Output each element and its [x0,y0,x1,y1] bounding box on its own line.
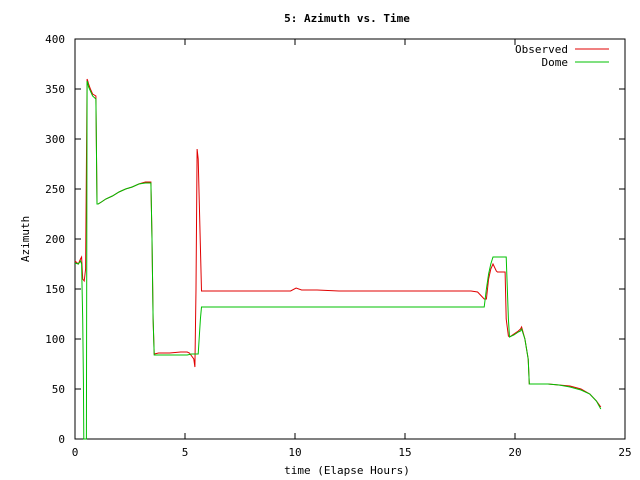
y-tick-label: 350 [45,83,65,96]
plot-border [74,38,626,440]
y-tick-label: 100 [45,333,65,346]
y-tick-label: 400 [45,33,65,46]
x-tick-label: 20 [508,446,521,459]
y-tick-label: 0 [58,433,65,446]
y-axis-label: Azimuth [19,216,32,262]
series-layer [74,78,602,440]
y-tick-label: 200 [45,233,65,246]
chart-title: 5: Azimuth vs. Time [284,12,410,25]
x-tick-label: 5 [182,446,189,459]
legend-label-dome: Dome [542,56,569,69]
y-tick-label: 300 [45,133,65,146]
x-tick-label: 10 [288,446,301,459]
x-axis-label: time (Elapse Hours) [284,464,410,477]
y-tick-label: 50 [52,383,65,396]
y-tick-label: 150 [45,283,65,296]
series-line-dome [74,80,602,440]
y-tick-label: 250 [45,183,65,196]
x-tick-label: 25 [618,446,631,459]
x-tick-label: 0 [72,446,79,459]
x-tick-label: 15 [398,446,411,459]
legend-label-observed: Observed [515,43,568,56]
